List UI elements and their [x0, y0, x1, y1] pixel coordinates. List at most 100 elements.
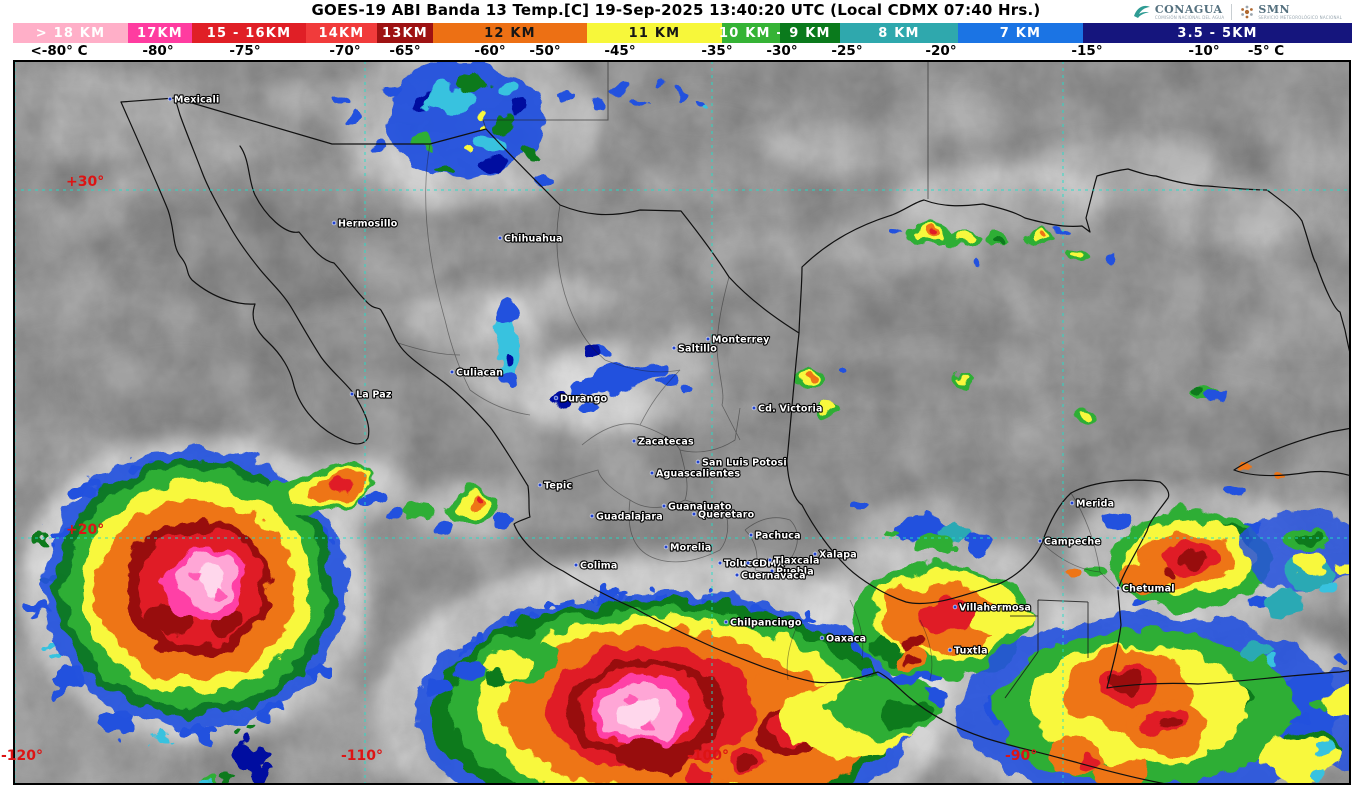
scale-segment: 17KM — [128, 23, 192, 43]
scale-segment: 3.5 - 5KM — [1083, 23, 1352, 43]
temp-label: -25° — [831, 43, 863, 59]
agency-logos: CONAGUA COMISIÓN NACIONAL DEL AGUA SMN S… — [1127, 1, 1346, 22]
temp-label: -50° — [529, 43, 561, 59]
city-label: Campeche — [1044, 537, 1101, 548]
city-dot — [947, 647, 953, 653]
city-label: Guanajuato — [668, 502, 732, 513]
city-label: Tlaxcala — [774, 556, 820, 567]
city-dot — [812, 551, 818, 557]
scale-segment: > 18 KM — [13, 23, 128, 43]
city-dot — [748, 532, 754, 538]
smn-logo: SMN SERVICIO METEOROLÓGICO NACIONAL — [1239, 4, 1342, 20]
scale-segment: 11 KM — [587, 23, 722, 43]
city-dot — [449, 369, 455, 375]
scale-segment: 9 KM — [780, 23, 840, 43]
city-label: Chetumal — [1122, 584, 1175, 595]
scale-segment: 13KM — [377, 23, 433, 43]
city-label: Cuernavaca — [741, 571, 806, 582]
city-markers: Mexicali Hermosillo Chihuahua Culiacan La Pa… — [167, 93, 1176, 658]
city-dot — [769, 568, 775, 574]
city-label: Guadalajara — [596, 512, 663, 523]
temp-label: -70° — [329, 43, 361, 59]
temp-label: -45° — [604, 43, 636, 59]
smn-gear-icon — [1241, 5, 1254, 18]
city-label: Tepic — [544, 481, 572, 492]
city-dot — [167, 96, 173, 102]
city-dot — [819, 635, 825, 641]
graticule-label: +20° — [66, 522, 104, 538]
conagua-wave-icon — [1133, 5, 1150, 18]
city-dot — [573, 562, 579, 568]
city-label: Saltillo — [678, 344, 717, 355]
conagua-caption: COMISIÓN NACIONAL DEL AGUA — [1154, 14, 1225, 20]
map-frame — [13, 60, 1351, 785]
conagua-logo: CONAGUA COMISIÓN NACIONAL DEL AGUA — [1132, 3, 1224, 20]
city-label: Xalapa — [819, 550, 857, 561]
city-dot — [705, 336, 711, 342]
city-dot — [751, 405, 757, 411]
temp-label: -60° — [474, 43, 506, 59]
city-label: Chilpancingo — [730, 618, 802, 629]
graticule-label: -100° — [687, 748, 729, 764]
city-dot — [1069, 500, 1075, 506]
graticule-label: +30° — [66, 174, 104, 190]
satellite-image: +30° +20° -120° -110° -100° -90° Mexicali Herm… — [0, 60, 1352, 791]
temp-label: -10° — [1188, 43, 1220, 59]
city-dot — [767, 557, 773, 563]
scale-segment: 15 - 16KM — [192, 23, 306, 43]
temp-label: -80° — [142, 43, 174, 59]
image-title: GOES-19 ABI Banda 13 Temp.[C] 19-Sep-202… — [311, 1, 1041, 19]
city-label: Monterrey — [712, 335, 770, 346]
graticule-label: -120° — [1, 748, 43, 764]
scale-segment: 14KM — [306, 23, 377, 43]
header: GOES-19 ABI Banda 13 Temp.[C] 19-Sep-202… — [0, 0, 1352, 23]
map-bottom-margin — [0, 786, 1352, 791]
graticule-labels: +30° +20° -120° -110° -100° -90° — [1, 174, 1037, 764]
city-label: Oaxaca — [826, 634, 866, 645]
scale-segment: 7 KM — [958, 23, 1083, 43]
smn-caption: SERVICIO METEOROLÓGICO NACIONAL — [1258, 14, 1342, 20]
map-left-margin — [0, 60, 13, 791]
city-dot — [952, 604, 958, 610]
city-label: Culiacan — [456, 368, 503, 379]
temp-label: -5° C — [1247, 43, 1285, 59]
city-label: Puebla — [776, 567, 814, 578]
scale-segment: 8 KM — [840, 23, 958, 43]
temperature-scale: <-80° C -80° -75° -70° -65° -60° -50° -45° -35° -… — [0, 43, 1352, 60]
city-label: San Luis Potosi — [702, 458, 787, 469]
city-dot — [649, 470, 655, 476]
city-dot — [734, 572, 740, 578]
city-label: CDMX — [752, 559, 785, 570]
conagua-name: CONAGUA — [1154, 2, 1223, 16]
city-dot — [745, 560, 751, 566]
satellite-map: +30° +20° -120° -110° -100° -90° Mexicali Herm… — [0, 60, 1352, 791]
city-dot — [1115, 585, 1121, 591]
height-scale: > 18 KM 17KM 15 - 16KM 14KM 13KM 12 KM 11 KM 10… — [0, 23, 1352, 43]
temp-label: -15° — [1071, 43, 1103, 59]
city-label: Colima — [580, 561, 618, 572]
city-dot — [723, 619, 729, 625]
city-dot — [695, 459, 701, 465]
temp-label: -20° — [925, 43, 957, 59]
city-dot — [497, 235, 503, 241]
city-label: Aguascalientes — [656, 469, 740, 480]
scale-segment: 10 KM - — [719, 23, 782, 43]
temp-label: -30° — [766, 43, 798, 59]
city-dot — [717, 560, 723, 566]
city-label: Villahermosa — [959, 603, 1031, 614]
city-label: Queretaro — [698, 510, 755, 521]
city-label: Toluca — [724, 559, 759, 570]
city-dot — [589, 513, 595, 519]
city-label: Cd. Victoria — [758, 404, 823, 415]
city-dot — [691, 511, 697, 517]
logo-divider — [1231, 3, 1233, 20]
city-label: Tuxtla — [954, 646, 988, 657]
graticule-label: -110° — [341, 748, 383, 764]
city-label: Merida — [1076, 499, 1114, 510]
city-dot — [631, 438, 637, 444]
smn-name: SMN — [1258, 2, 1291, 16]
city-label: Chihuahua — [504, 234, 563, 245]
graticule-label: -90° — [1005, 748, 1037, 764]
city-label: Pachuca — [755, 531, 801, 542]
